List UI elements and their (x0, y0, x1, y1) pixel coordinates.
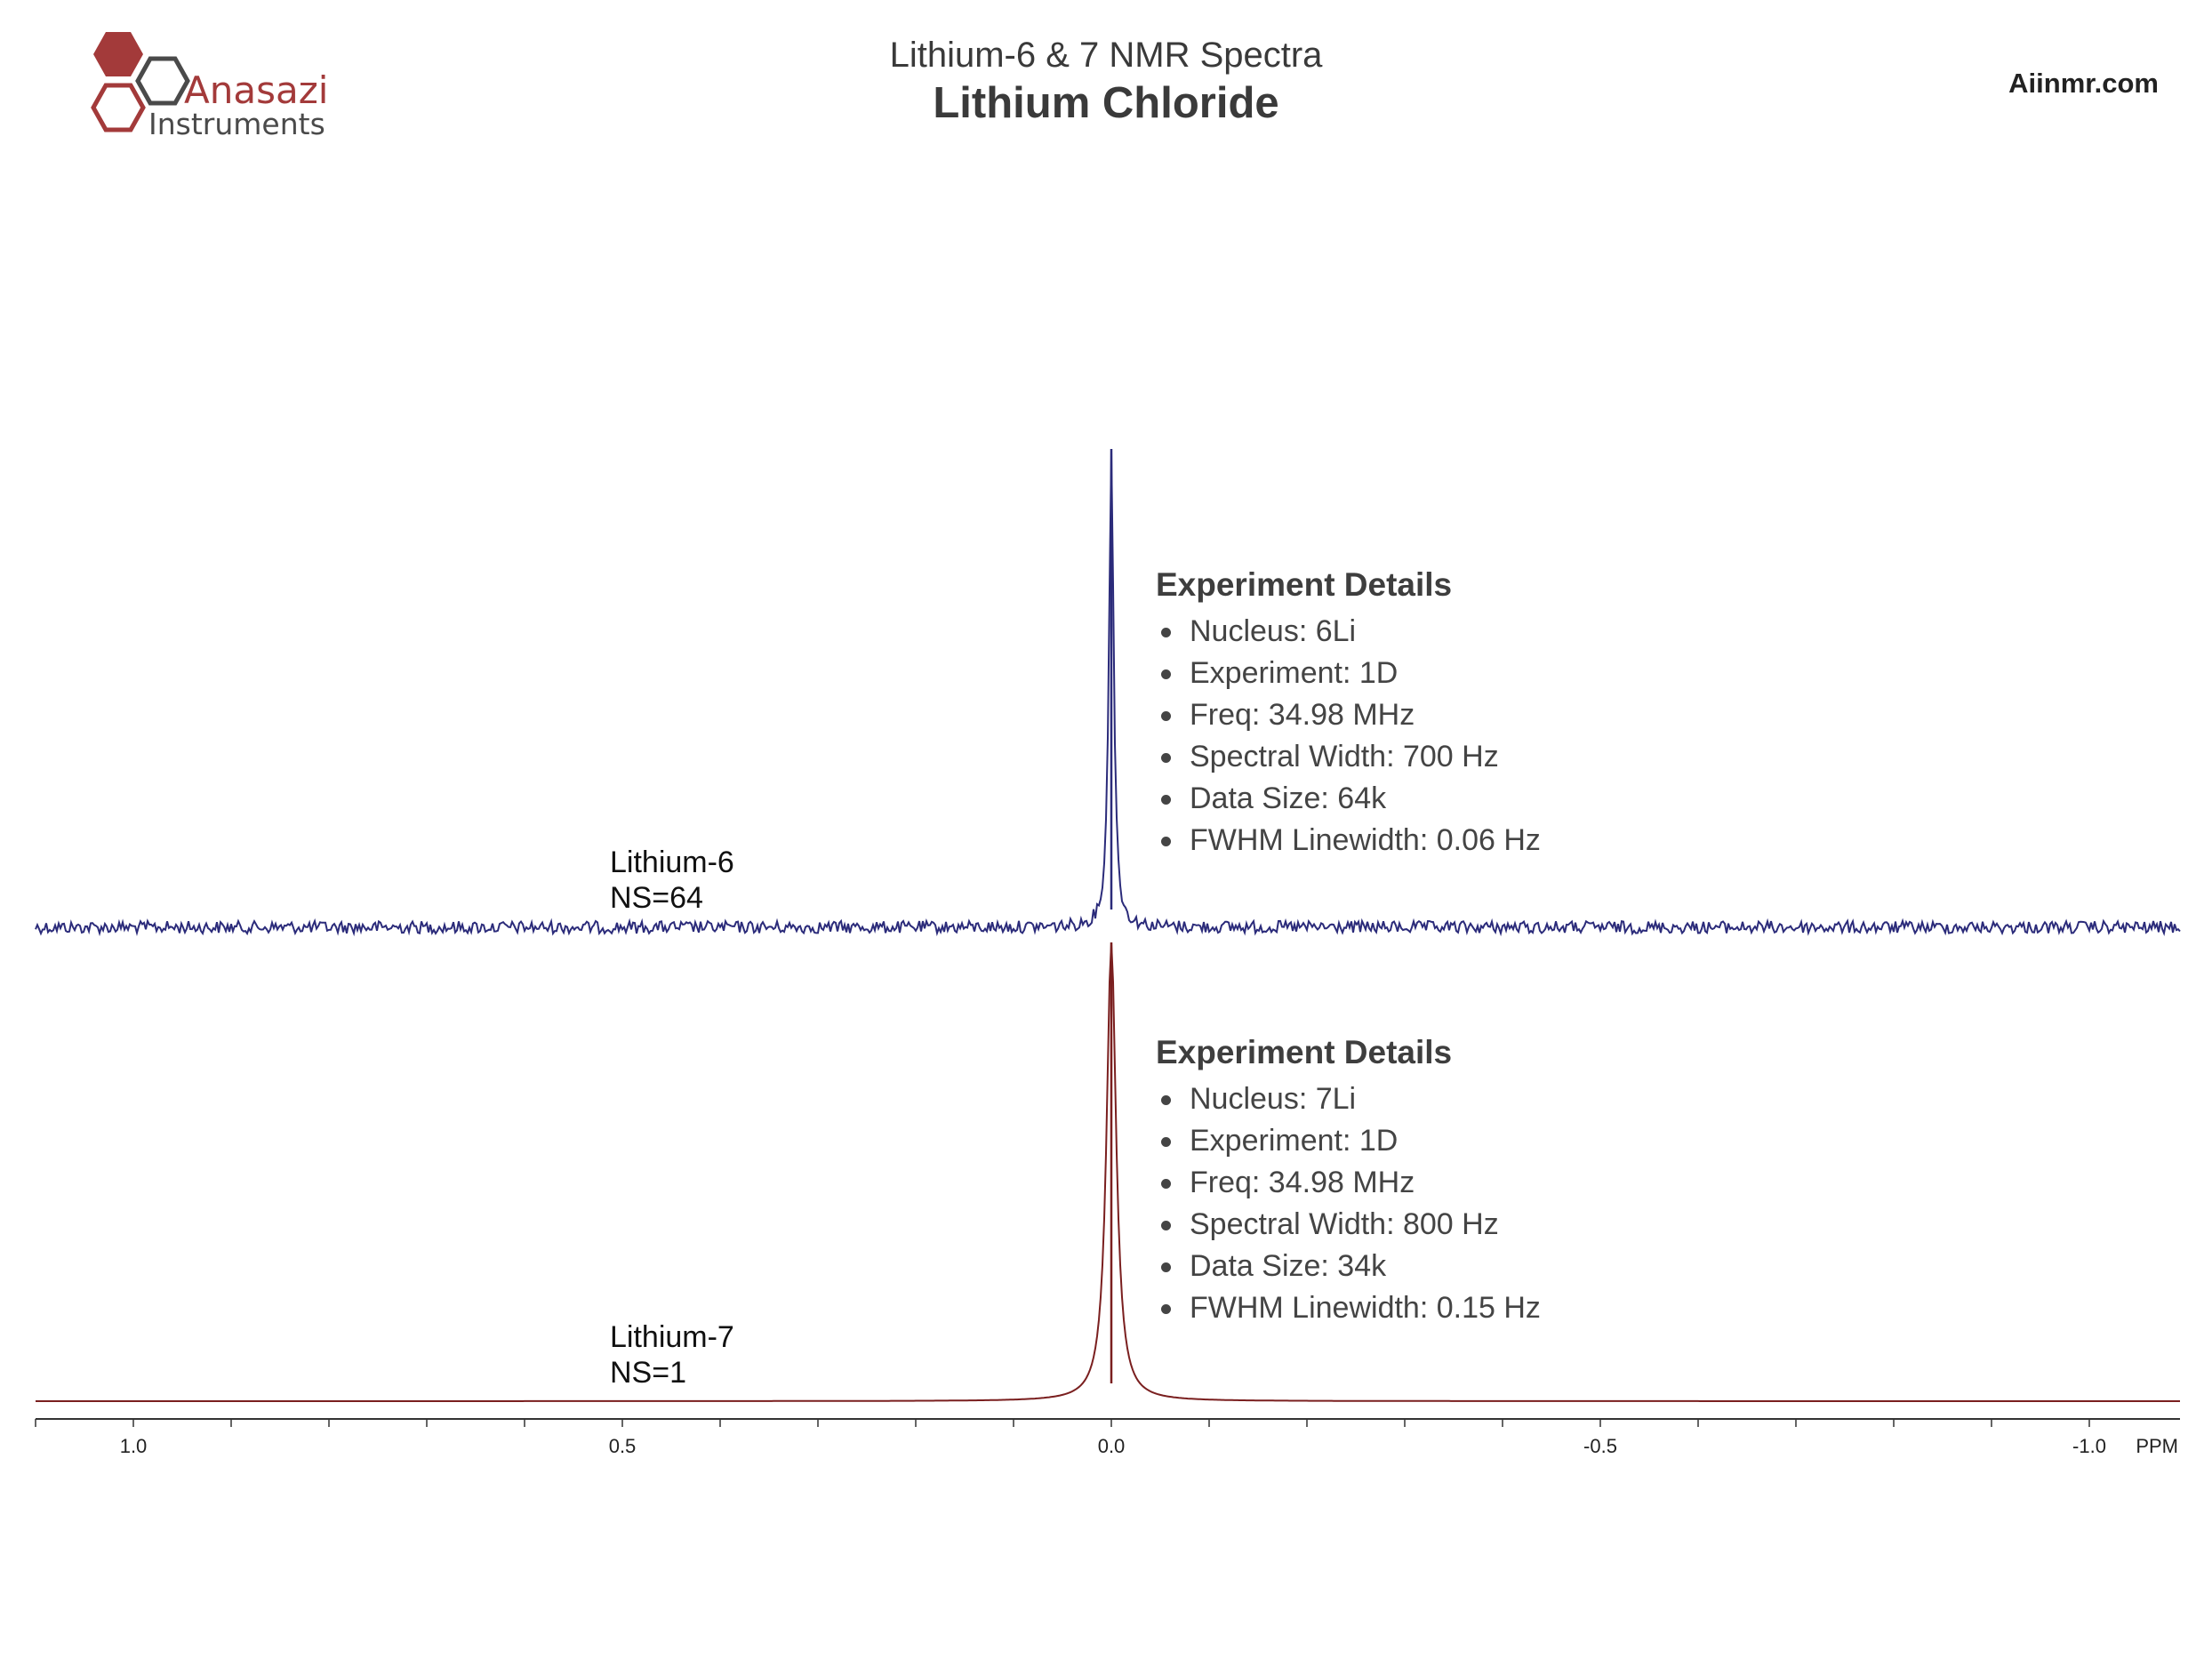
lithium-6-scans: NS=64 (610, 881, 703, 915)
detail-nucleus: Nucleus: 6Li (1156, 611, 1778, 653)
lithium-6-label: Lithium-6 NS=64 (610, 845, 734, 916)
logo-hexagon-filled (93, 32, 143, 76)
lithium-7-label: Lithium-7 NS=1 (610, 1319, 734, 1391)
x-tick-label: 0.5 (609, 1435, 637, 1457)
detail-frequency: Freq: 34.98 MHz (1156, 694, 1778, 736)
detail-data-size: Data Size: 64k (1156, 778, 1778, 820)
lithium-7-trace (36, 942, 2180, 1402)
lithium-7-experiment-details: Experiment Details Nucleus: 7Li Experime… (1156, 1034, 1778, 1329)
page-title: Lithium Chloride (933, 79, 1279, 127)
detail-spectral-width: Spectral Width: 700 Hz (1156, 736, 1778, 778)
detail-linewidth: FWHM Linewidth: 0.15 Hz (1156, 1287, 1778, 1329)
x-tick-label: -1.0 (2072, 1435, 2106, 1457)
details-list: Nucleus: 6Li Experiment: 1D Freq: 34.98 … (1156, 611, 1778, 862)
logo-hexagon-red (91, 83, 146, 132)
lithium-7-scans: NS=1 (610, 1356, 686, 1390)
details-heading: Experiment Details (1156, 566, 1453, 603)
x-tick-label: 0.0 (1098, 1435, 1126, 1457)
logo-hexagon-gray (135, 56, 190, 106)
details-list: Nucleus: 7Li Experiment: 1D Freq: 34.98 … (1156, 1078, 1778, 1329)
x-tick-label: 1.0 (120, 1435, 148, 1457)
detail-linewidth: FWHM Linewidth: 0.06 Hz (1156, 820, 1778, 862)
detail-spectral-width: Spectral Width: 800 Hz (1156, 1204, 1778, 1246)
details-heading: Experiment Details (1156, 1034, 1453, 1070)
spectrum-traces (35, 449, 2181, 1402)
detail-experiment: Experiment: 1D (1156, 1120, 1778, 1162)
logo-text-anasazi: Anasazi (184, 68, 328, 112)
detail-frequency: Freq: 34.98 MHz (1156, 1162, 1778, 1204)
website-label: Aiinmr.com (2008, 68, 2159, 99)
x-tick-label: -0.5 (1583, 1435, 1617, 1457)
lithium-6-trace (35, 450, 2181, 937)
lithium-6-experiment-details: Experiment Details Nucleus: 6Li Experime… (1156, 566, 1778, 862)
detail-data-size: Data Size: 34k (1156, 1246, 1778, 1287)
lithium-6-name: Lithium-6 (610, 846, 734, 879)
lithium-7-name: Lithium-7 (610, 1320, 734, 1354)
x-axis-label: PPM (2136, 1435, 2178, 1457)
detail-nucleus: Nucleus: 7Li (1156, 1078, 1778, 1120)
detail-experiment: Experiment: 1D (1156, 653, 1778, 694)
ppm-axis: 1.0 0.5 0.0 -0.5 -1.0 PPM (35, 1418, 2180, 1457)
anasazi-logo: Anasazi Instruments (91, 32, 328, 141)
page-subtitle: Lithium-6 & 7 NMR Spectra (889, 36, 1323, 75)
logo-text-instruments: Instruments (148, 107, 325, 141)
